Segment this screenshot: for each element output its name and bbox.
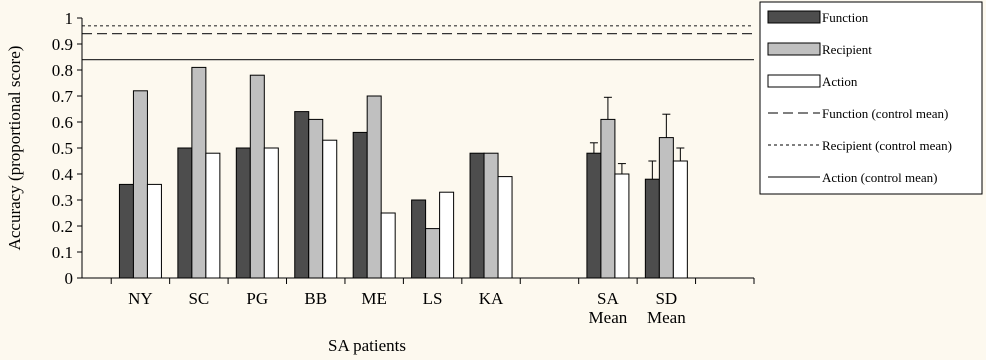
- y-tick-label: 1: [65, 9, 74, 28]
- legend-box: [759, 1, 983, 195]
- legend-swatch-recipient: [767, 42, 821, 56]
- x-category-label: BB: [304, 289, 327, 308]
- x-category-label: PG: [246, 289, 268, 308]
- y-tick-label: 0: [65, 269, 74, 288]
- bar-function: [644, 178, 660, 279]
- x-category-label: LS: [423, 289, 443, 308]
- legend-swatch-function: [767, 10, 821, 24]
- y-axis-title: Accuracy (proportional score): [5, 46, 24, 251]
- bar-function: [352, 131, 368, 279]
- bar-action: [322, 139, 338, 279]
- bar-recipient: [308, 118, 324, 279]
- bar-recipient: [366, 95, 382, 279]
- bar-function: [294, 111, 310, 279]
- x-category-label: SA: [597, 289, 619, 308]
- bar-recipient: [191, 66, 207, 279]
- y-tick-label: 0.9: [52, 35, 73, 54]
- y-tick-label: 0.4: [52, 165, 74, 184]
- y-tick-label: 0.3: [52, 191, 73, 210]
- bar-recipient: [249, 74, 265, 279]
- y-tick-label: 0.5: [52, 139, 73, 158]
- bar-action: [439, 191, 455, 279]
- bar-recipient: [600, 118, 616, 279]
- y-tick-label: 0.8: [52, 61, 73, 80]
- bar-function: [586, 152, 602, 279]
- legend-label-action-control-mean: Action (control mean): [822, 170, 938, 185]
- bar-recipient: [132, 90, 148, 279]
- bar-action: [614, 173, 630, 279]
- legend-label-action: Action: [822, 74, 858, 89]
- x-category-label: SD: [655, 289, 677, 308]
- x-category-label: KA: [479, 289, 504, 308]
- bars: [118, 66, 688, 279]
- bar-action: [497, 176, 513, 279]
- bar-recipient: [483, 152, 499, 279]
- error-bars: [589, 96, 685, 180]
- legend-label-recipient: Recipient: [822, 42, 872, 57]
- bar-action: [380, 212, 396, 279]
- bar-function: [235, 147, 251, 279]
- bar-recipient: [425, 228, 441, 279]
- legend: Function Recipient Action Function (control…: [759, 1, 983, 195]
- y-tick-label: 0.2: [52, 217, 73, 236]
- legend-label-function-control-mean: Function (control mean): [822, 106, 948, 121]
- x-category-label: Mean: [589, 308, 628, 327]
- bar-function: [411, 199, 427, 279]
- x-axis-title: SA patients: [328, 336, 406, 355]
- y-axis-ticks: 0 0.1 0.2 0.3 0.4 0.5 0.6 0.7 0.8 0.9 1: [52, 9, 82, 288]
- bar-action: [205, 152, 221, 279]
- bar-function: [177, 147, 193, 279]
- bar-action: [263, 147, 279, 279]
- y-tick-label: 0.6: [52, 113, 73, 132]
- x-category-label: NY: [128, 289, 153, 308]
- legend-label-function: Function: [822, 10, 869, 25]
- legend-swatch-action: [767, 74, 821, 88]
- y-tick-label: 0.7: [52, 87, 74, 106]
- x-category-label: SC: [188, 289, 209, 308]
- y-tick-label: 0.1: [52, 243, 73, 262]
- reference-lines: [82, 25, 754, 61]
- bar-action: [146, 183, 162, 279]
- bar-recipient: [658, 137, 674, 279]
- x-category-label: Mean: [647, 308, 686, 327]
- bar-function: [118, 183, 134, 279]
- legend-label-recipient-control-mean: Recipient (control mean): [822, 138, 952, 153]
- bar-function: [469, 152, 485, 279]
- bar-action: [672, 160, 688, 279]
- x-category-label: ME: [361, 289, 387, 308]
